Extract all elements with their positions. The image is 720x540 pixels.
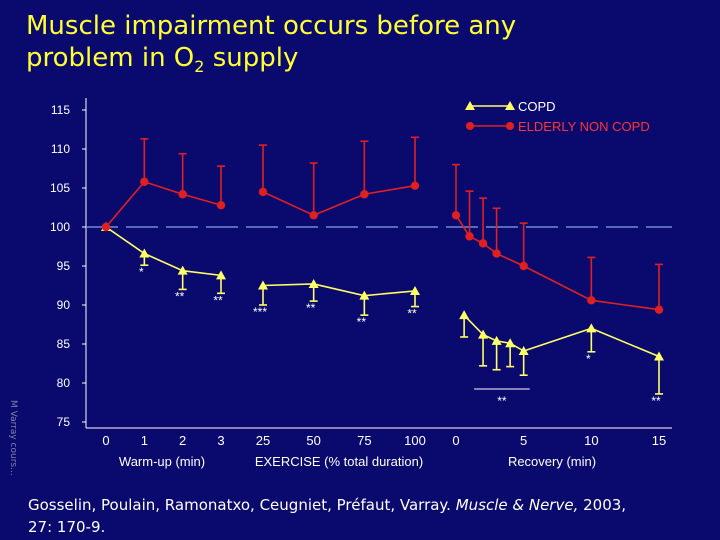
data-point-triangle bbox=[139, 248, 150, 258]
side-watermark: M Varray cours... bbox=[8, 400, 18, 476]
citation-authors: Gosselin, Poulain, Ramonatxo, Ceugniet, … bbox=[28, 496, 451, 514]
data-point-circle bbox=[309, 211, 318, 220]
significance-marker: ** bbox=[407, 307, 417, 321]
title-line-1: Muscle impairment occurs before any bbox=[26, 11, 517, 41]
x-tick-label: 75 bbox=[357, 433, 371, 448]
legend-marker-elderly bbox=[466, 122, 474, 130]
data-point-circle bbox=[478, 239, 488, 248]
y-tick-label: 115 bbox=[51, 103, 70, 117]
significance-marker: ** bbox=[175, 289, 185, 303]
significance-marker: * bbox=[586, 352, 591, 366]
data-point-triangle bbox=[459, 310, 470, 320]
y-tick-label: 100 bbox=[50, 220, 70, 234]
significance-marker: ** bbox=[213, 293, 223, 307]
data-point-triangle bbox=[586, 323, 597, 333]
data-point-circle bbox=[519, 261, 528, 271]
title-line-2-pre: problem in O bbox=[26, 43, 195, 73]
data-point-circle bbox=[216, 200, 226, 210]
significance-marker: *** bbox=[253, 305, 267, 319]
y-tick-label: 80 bbox=[57, 376, 71, 390]
x-tick-label: 0 bbox=[452, 433, 459, 448]
data-point-triangle bbox=[654, 351, 664, 361]
x-tick-label: 15 bbox=[652, 433, 666, 448]
data-point-circle bbox=[451, 211, 461, 220]
title-line-2-post: supply bbox=[204, 43, 299, 73]
series-line bbox=[262, 184, 416, 217]
data-point-circle bbox=[492, 249, 501, 258]
citation-volume: 27: 170-9. bbox=[28, 518, 106, 536]
series-elderly bbox=[101, 136, 664, 314]
data-point-circle bbox=[140, 177, 149, 186]
y-tick-label: 105 bbox=[50, 181, 70, 195]
data-point-circle bbox=[258, 187, 268, 197]
series-line bbox=[105, 180, 222, 228]
data-point-triangle bbox=[216, 270, 226, 280]
significance-marker: ** bbox=[497, 394, 507, 408]
x-tick-label: 10 bbox=[584, 433, 598, 448]
x-tick-label: 0 bbox=[102, 433, 109, 448]
x-phase-label: Recovery (min) bbox=[508, 454, 596, 469]
series-line bbox=[105, 226, 222, 277]
data-point-triangle bbox=[410, 285, 420, 295]
series-line bbox=[463, 314, 660, 358]
data-point-triangle bbox=[505, 338, 516, 348]
legend: COPD ELDERLY NON COPD bbox=[465, 99, 650, 134]
series-line bbox=[455, 214, 660, 311]
x-tick-label: 3 bbox=[217, 433, 224, 448]
significance-marker: ** bbox=[357, 315, 367, 329]
y-tick-label: 110 bbox=[51, 142, 70, 156]
x-tick-label: 100 bbox=[404, 433, 426, 448]
legend-label-elderly: ELDERLY NON COPD bbox=[518, 119, 650, 134]
slide-title: Muscle impairment occurs before any prob… bbox=[26, 10, 706, 83]
x-phase-label: EXERCISE (% total duration) bbox=[255, 454, 423, 469]
x-tick-label: 50 bbox=[306, 433, 320, 448]
y-tick-label: 75 bbox=[57, 415, 71, 429]
y-tick-label: 90 bbox=[57, 298, 71, 312]
data-point-circle bbox=[360, 190, 369, 199]
legend-marker-elderly bbox=[506, 122, 514, 130]
x-tick-label: 5 bbox=[520, 433, 527, 448]
title-subscript: 2 bbox=[194, 57, 205, 77]
data-point-triangle bbox=[359, 290, 370, 300]
series-line bbox=[262, 283, 416, 297]
significance-marker: * bbox=[139, 265, 144, 279]
x-tick-label: 1 bbox=[141, 433, 148, 448]
legend-marker-copd bbox=[465, 101, 475, 110]
data-point-circle bbox=[587, 296, 596, 305]
data-point-triangle bbox=[491, 335, 502, 345]
data-point-triangle bbox=[518, 346, 529, 356]
significance-marker: ** bbox=[651, 394, 661, 408]
x-phase-label: Warm-up (min) bbox=[119, 454, 205, 469]
data-point-triangle bbox=[258, 280, 268, 290]
data-point-triangle bbox=[308, 278, 319, 288]
data-point-triangle bbox=[478, 329, 489, 339]
title-line-2: problem in O2 supply bbox=[26, 42, 706, 83]
data-point-circle bbox=[178, 190, 187, 199]
x-tick-label: 25 bbox=[256, 433, 270, 448]
citation-journal: Muscle & Nerve, bbox=[455, 496, 579, 514]
legend-label-copd: COPD bbox=[518, 99, 556, 114]
x-tick-label: 2 bbox=[179, 433, 186, 448]
y-tick-label: 85 bbox=[57, 337, 71, 351]
legend-marker-copd bbox=[505, 101, 515, 110]
significance-marker: ** bbox=[306, 301, 316, 315]
citation: Gosselin, Poulain, Ramonatxo, Ceugniet, … bbox=[28, 494, 708, 538]
data-point-circle bbox=[101, 222, 111, 232]
citation-year: 2003, bbox=[578, 496, 627, 514]
series-copd: *** ***** ********* bbox=[101, 222, 664, 408]
data-point-circle bbox=[465, 232, 474, 241]
data-point-circle bbox=[410, 181, 420, 190]
data-point-circle bbox=[654, 305, 664, 314]
y-tick-label: 95 bbox=[57, 259, 71, 273]
data-point-triangle bbox=[177, 265, 188, 275]
